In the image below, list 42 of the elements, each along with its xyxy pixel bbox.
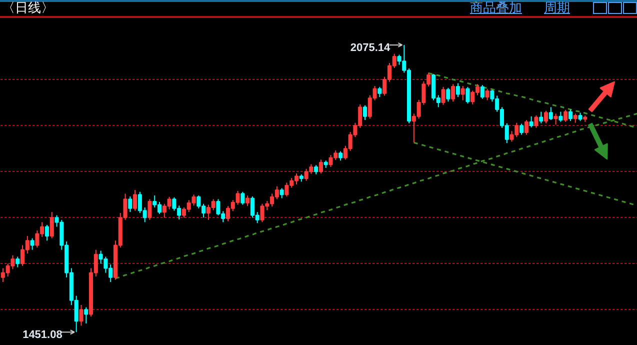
candlestick — [554, 113, 558, 126]
candlestick — [558, 111, 563, 122]
candlestick — [466, 86, 470, 104]
candlestick — [133, 189, 138, 212]
candlestick — [50, 212, 54, 239]
text: 周期 — [544, 1, 570, 16]
candlestick — [314, 164, 318, 175]
candlestick — [485, 88, 490, 101]
annotation: 1451.08 — [22, 329, 62, 342]
candlestick — [544, 110, 548, 124]
candlestick — [30, 238, 34, 250]
candlestick — [520, 123, 524, 136]
candlestick — [460, 85, 465, 101]
candlestick — [362, 104, 368, 121]
candlestick — [246, 195, 250, 207]
candlestick — [16, 256, 20, 268]
candlestick — [451, 84, 456, 102]
candlestick — [456, 82, 460, 98]
candlestick — [564, 109, 568, 122]
candlestick — [128, 196, 132, 213]
candlestick — [79, 304, 84, 326]
candlestick — [318, 159, 323, 174]
candlestick — [378, 86, 382, 98]
candlestick — [480, 84, 484, 100]
chart-title: 〈日线〉 — [2, 0, 54, 18]
candlestick — [148, 198, 152, 220]
candlestick — [524, 120, 528, 136]
candlestick — [446, 87, 450, 102]
candlestick — [338, 150, 343, 162]
candlestick — [548, 106, 553, 121]
annotation: 2075.14 — [350, 42, 392, 54]
text: 商品叠加 — [470, 1, 522, 16]
candlestick — [240, 191, 245, 206]
candlestick — [441, 86, 446, 106]
candlestick — [529, 116, 534, 128]
candlestick — [573, 113, 578, 124]
candlestick — [534, 114, 538, 128]
candlestick — [84, 306, 88, 324]
candlestick — [568, 108, 572, 122]
candlestick — [280, 188, 284, 199]
candlestick — [44, 224, 49, 242]
candlestick — [539, 111, 544, 124]
